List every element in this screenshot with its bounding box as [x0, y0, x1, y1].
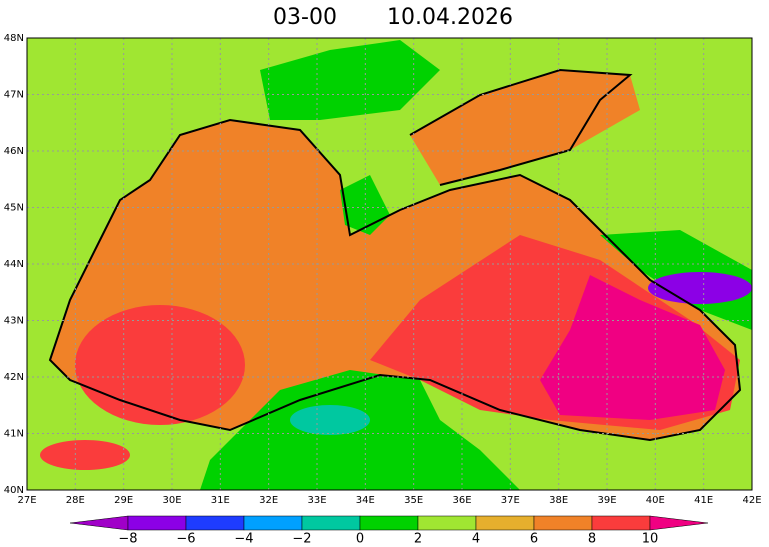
colorbar-box [475, 515, 535, 531]
lon-label: 40E [646, 495, 665, 506]
map-frame [26, 37, 753, 491]
lon-label: 35E [404, 495, 423, 506]
lon-label: 33E [307, 495, 326, 506]
colorbar-box [359, 515, 419, 531]
lon-label: 29E [114, 495, 133, 506]
colorbar-arrow [69, 515, 129, 531]
lat-label: 43N [4, 316, 24, 327]
colorbar-label: 4 [472, 532, 480, 547]
colorbar-box [591, 515, 651, 531]
map-field [27, 38, 752, 490]
lon-label: 31E [211, 495, 230, 506]
lon-label: 30E [162, 495, 181, 506]
colorbar-label: 8 [588, 532, 596, 547]
colorbar-label: −6 [176, 532, 195, 547]
lat-label: 48N [4, 33, 24, 44]
colorbar-box [417, 515, 477, 531]
date-label: 10.04.2026 [387, 5, 513, 30]
lat-label: 44N [4, 259, 24, 270]
lat-label: 41N [4, 429, 24, 440]
lon-label: 41E [694, 495, 713, 506]
colorbar-box [301, 515, 361, 531]
lon-label: 34E [356, 495, 375, 506]
colorbar-label: −4 [234, 532, 253, 547]
colorbar-label: −2 [292, 532, 311, 547]
colorbar-label: 6 [530, 532, 538, 547]
colorbar-box [127, 515, 187, 531]
colorbar-label: −8 [118, 532, 137, 547]
colorbar-box [185, 515, 245, 531]
lon-label: 39E [597, 495, 616, 506]
colorbar: −8 −6 −4 −2 0 2 4 6 8 10 [69, 515, 709, 547]
time-label: 03-00 [273, 5, 337, 30]
lat-label: 40N [4, 485, 24, 496]
lon-label: 36E [452, 495, 471, 506]
colorbar-label: 2 [414, 532, 422, 547]
lon-label: 32E [259, 495, 278, 506]
lat-label: 45N [4, 203, 24, 214]
lat-label: 46N [4, 146, 24, 157]
colorbar-box [243, 515, 303, 531]
lon-label: 28E [66, 495, 85, 506]
lat-label: 47N [4, 90, 24, 101]
colorbar-label: 0 [356, 532, 364, 547]
colorbar-label: 10 [642, 532, 659, 547]
lon-label: 42E [742, 495, 761, 506]
lat-label: 42N [4, 372, 24, 383]
lon-label: 27E [17, 495, 36, 506]
colorbar-box [533, 515, 593, 531]
lon-label: 38E [549, 495, 568, 506]
colorbar-arrow [649, 515, 709, 531]
lon-label: 37E [501, 495, 520, 506]
